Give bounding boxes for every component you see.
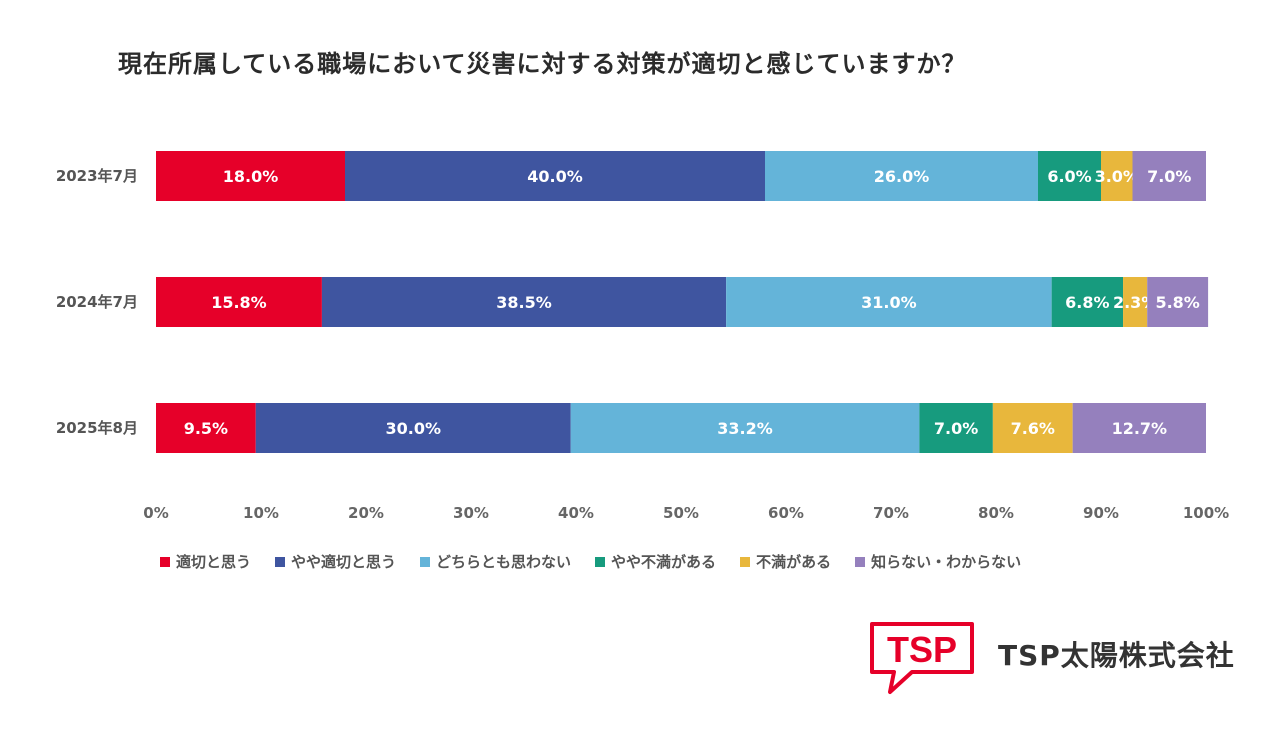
svg-text:TSP: TSP <box>887 629 957 670</box>
category-label: 2025年8月 <box>56 419 138 437</box>
x-tick-label: 0% <box>143 504 168 522</box>
legend-label: やや適切と思う <box>291 553 397 571</box>
data-label: 18.0% <box>223 167 279 186</box>
bar-segment <box>992 403 1073 453</box>
x-tick-label: 60% <box>768 504 804 522</box>
bar-segment <box>1123 277 1148 327</box>
legend-label: 不満がある <box>756 553 832 571</box>
chart-plot: 2023年7月 18.0% 40.0% 26.0% 6.0% 3.0% 7.0% 2024年7… <box>56 151 1229 522</box>
x-tick-label: 80% <box>978 504 1014 522</box>
legend-label: 知らない・わからない <box>871 553 1022 571</box>
data-label: 6.0% <box>1047 167 1091 186</box>
legend-label: どちらとも思わない <box>436 553 572 571</box>
bar-segment <box>726 277 1052 327</box>
legend-swatch <box>855 556 866 567</box>
data-label: 7.0% <box>1147 167 1191 186</box>
bar-segment <box>345 151 765 201</box>
legend-swatch <box>595 556 606 567</box>
data-label: 7.0% <box>934 419 978 438</box>
bar-segment <box>1051 277 1124 327</box>
bar-segment <box>156 277 322 327</box>
data-label: 2.3% <box>1113 293 1157 312</box>
brand-block: TSP TSP太陽株式会社 <box>868 620 1248 700</box>
company-name: TSP太陽株式会社 <box>998 639 1235 672</box>
bar-segment <box>156 151 345 201</box>
x-tick-label: 50% <box>663 504 699 522</box>
legend-swatch <box>420 556 431 567</box>
legend-swatch <box>275 556 286 567</box>
x-tick-label: 100% <box>1183 504 1229 522</box>
data-label: 31.0% <box>861 293 917 312</box>
category-label: 2023年7月 <box>56 167 138 185</box>
legend-swatch <box>160 556 170 567</box>
legend-label: 適切と思う <box>176 553 252 571</box>
category-label: 2024年7月 <box>56 293 138 311</box>
bar-segment <box>1132 151 1206 201</box>
legend-item: 適切と思う <box>160 551 251 572</box>
legend-swatch <box>740 556 751 567</box>
data-label: 3.0% <box>1095 167 1139 186</box>
bar-segment <box>1147 277 1209 327</box>
tsp-logo: TSP <box>870 622 974 694</box>
data-label: 26.0% <box>874 167 930 186</box>
legend-item: どちらとも思わない <box>420 551 571 572</box>
legend-item: やや適切と思う <box>275 551 396 572</box>
legend-label: やや不満がある <box>611 553 717 571</box>
bar-segment <box>321 277 727 327</box>
x-tick-label: 40% <box>558 504 594 522</box>
x-tick-label: 70% <box>873 504 909 522</box>
data-label: 9.5% <box>184 419 228 438</box>
bar-segment <box>255 403 571 453</box>
data-label: 7.6% <box>1011 419 1055 438</box>
bar-segment <box>570 403 920 453</box>
data-label: 30.0% <box>385 419 441 438</box>
data-label: 38.5% <box>496 293 552 312</box>
bar-segment <box>1101 151 1133 201</box>
bar-segment <box>156 403 256 453</box>
data-label: 12.7% <box>1112 419 1168 438</box>
bar-segment <box>919 403 993 453</box>
data-label: 5.8% <box>1155 293 1199 312</box>
data-label: 6.8% <box>1065 293 1109 312</box>
bar-segment <box>1038 151 1101 201</box>
x-tick-label: 20% <box>348 504 384 522</box>
chart-legend: 適切と思う やや適切と思う どちらとも思わない やや不満がある 不満がある 知らない・わか… <box>160 551 1021 572</box>
bar-segment <box>1072 403 1206 453</box>
x-tick-label: 90% <box>1083 504 1119 522</box>
legend-item: 知らない・わからない <box>855 551 1021 572</box>
chart-title: 現在所属している職場において災害に対する対策が適切と感じていますか？ <box>118 50 967 78</box>
data-label: 33.2% <box>717 419 773 438</box>
data-label: 15.8% <box>211 293 267 312</box>
x-tick-label: 30% <box>453 504 489 522</box>
data-label: 40.0% <box>527 167 583 186</box>
legend-item: 不満がある <box>740 551 831 572</box>
x-tick-label: 10% <box>243 504 279 522</box>
legend-item: やや不満がある <box>595 551 716 572</box>
bar-segment <box>765 151 1038 201</box>
